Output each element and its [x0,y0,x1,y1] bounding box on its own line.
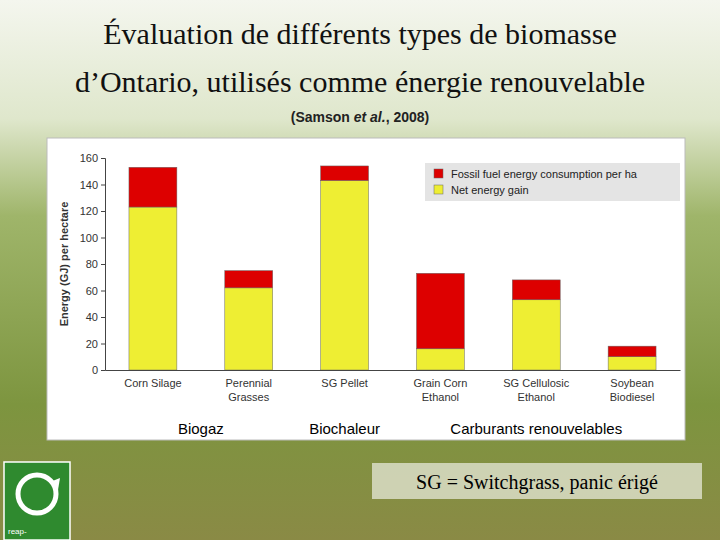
subtitle: (Samson et al., 2008) [291,109,430,125]
logo: reap- [4,462,70,540]
y-tick-mark [101,317,105,318]
legend: Fossil fuel energy consumption per ha Net… [425,163,680,201]
y-tick-label: 40 [86,311,98,323]
y-axis: 0 20 40 60 80 100 120 140 160 [80,152,106,376]
y-tick-label: 120 [80,205,98,217]
bar [225,271,273,288]
logo-ring [18,475,56,513]
bar [321,181,369,370]
x-tick: PerennialGrasses [226,370,272,403]
x-tick-label: SG CellulosicEthanol [503,377,570,403]
y-tick: 140 [80,179,105,191]
y-tick-label: 60 [86,285,98,297]
bar [321,166,369,181]
logo-arrow [50,478,60,490]
logo-box [4,462,70,540]
y-tick: 40 [86,311,105,323]
y-tick: 120 [80,205,105,217]
y-tick-mark [101,344,105,345]
bar [416,273,464,349]
title: d’Ontario, utilisés comme énergie renouv… [75,65,645,98]
x-tick: Grain CornEthanol [414,370,468,403]
legend-swatch [434,185,443,194]
y-tick: 0 [92,364,105,376]
legend-label: Fossil fuel energy consumption per ha [451,168,638,180]
bar [225,288,273,370]
title-group: Évaluation de différents types de biomas… [75,17,645,98]
x-tick-label: Grain CornEthanol [414,377,468,403]
x-tick-label: SoybeanBiodiesel [610,377,655,403]
x-tick-label: SG Pellet [321,377,367,389]
legend-box [425,163,680,201]
bar [512,300,560,370]
y-tick: 160 [80,152,105,164]
y-tick-label: 80 [86,258,98,270]
y-tick-label: 0 [92,364,98,376]
group-label: Biogaz [178,420,224,437]
y-tick: 20 [86,338,105,350]
y-axis-line [101,159,106,371]
title: Évaluation de différents types de biomas… [103,17,616,50]
bar [129,167,177,207]
bar [129,207,177,370]
bar [416,349,464,370]
y-tick-mark [101,185,105,186]
legend-swatch [434,169,443,178]
group-label: Biochaleur [309,420,380,437]
y-tick-mark [101,238,105,239]
bar [608,346,656,357]
y-tick-mark [101,291,105,292]
annotation-box [372,463,702,499]
group-label: Carburants renouvelables [450,420,622,437]
y-axis-title: Energy (GJ) per hectare [58,202,70,327]
x-tick: SG Pellet [321,370,367,389]
x-tick: SG CellulosicEthanol [503,370,570,403]
y-tick-label: 100 [80,232,98,244]
y-tick: 60 [86,285,105,297]
background [0,0,720,540]
x-tick: SoybeanBiodiesel [610,370,655,403]
x-tick-label: PerennialGrasses [226,377,272,403]
annotation: SG = Switchgrass, panic érigé [416,471,658,494]
y-tick-mark [101,370,105,371]
logo-text: reap- [8,527,27,536]
bar [512,280,560,300]
y-tick-label: 140 [80,179,98,191]
y-tick: 100 [80,232,105,244]
y-tick-mark [101,158,105,159]
chart-panel [47,138,685,440]
legend-label: Net energy gain [451,184,529,196]
x-axis-line [106,370,681,371]
x-axis: Corn Silage PerennialGrasses SG Pellet Grai… [106,370,681,403]
y-tick-mark [101,211,105,212]
bar [608,357,656,370]
x-tick: Corn Silage [124,370,181,389]
y-tick: 80 [86,258,105,270]
slide: Évaluation de différents types de biomas… [0,0,720,540]
y-tick-label: 20 [86,338,98,350]
x-tick-label: Corn Silage [124,377,181,389]
y-tick-label: 160 [80,152,98,164]
y-tick-mark [101,264,105,265]
